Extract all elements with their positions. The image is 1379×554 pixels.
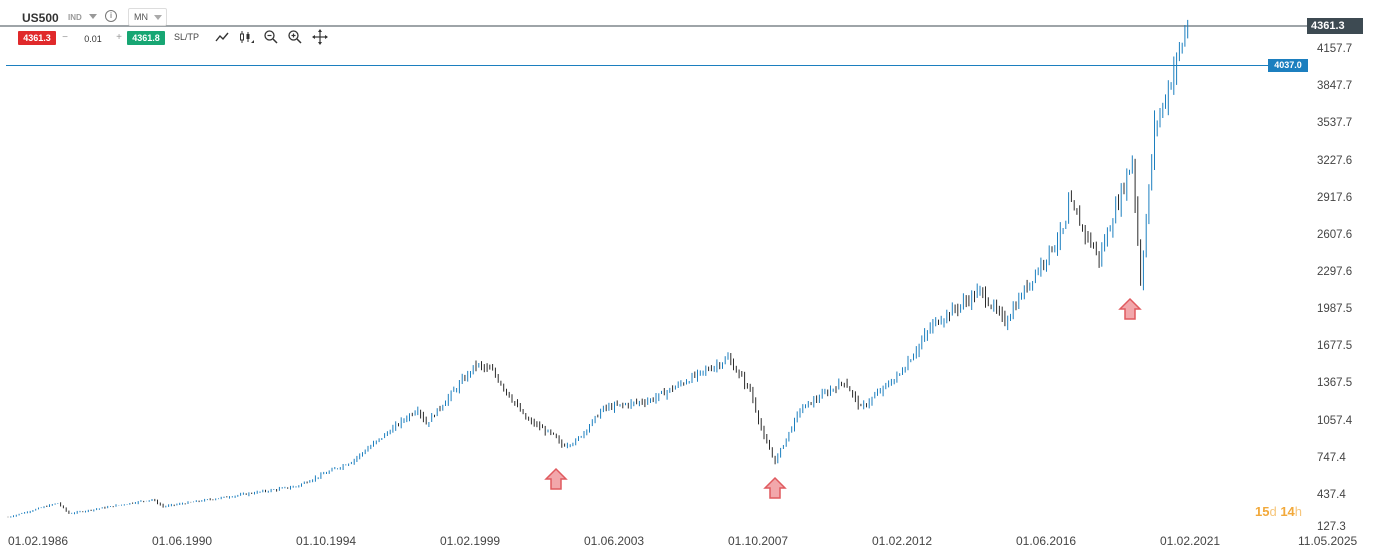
- time-axis-label: 01.06.2003: [584, 534, 645, 548]
- countdown-hours: 14: [1280, 504, 1295, 519]
- price-axis-label: 1367.5: [1317, 377, 1353, 389]
- time-axis-label: 01.10.1994: [296, 534, 357, 548]
- price-axis-label: 437.4: [1317, 489, 1346, 501]
- price-axis-label: 747.4: [1317, 452, 1346, 464]
- annotation-arrows: [544, 297, 1142, 499]
- price-axis-label: 3847.7: [1317, 80, 1353, 92]
- candlestick-icon[interactable]: [238, 29, 254, 45]
- sltp-button[interactable]: SL/TP: [174, 32, 200, 42]
- price-axis-label: 2297.6: [1317, 266, 1353, 278]
- time-axis-label: 01.02.1999: [440, 534, 501, 548]
- price-axis-label: 1057.4: [1317, 415, 1353, 427]
- time-axis-label: 01.02.2021: [1160, 534, 1221, 548]
- crosshair-icon[interactable]: [312, 29, 328, 45]
- quantity-increase-button[interactable]: +: [116, 32, 122, 43]
- time-axis-label: 01.02.2012: [872, 534, 933, 548]
- price-axis-label: 2917.6: [1317, 192, 1353, 204]
- symbol-chevron-down-icon[interactable]: [89, 14, 97, 19]
- timeframe-value: MN: [134, 12, 148, 22]
- buy-button[interactable]: 4361.8: [127, 31, 165, 45]
- chevron-down-icon: [154, 15, 162, 20]
- quantity-input[interactable]: [72, 31, 114, 47]
- price-axis-label: 1677.5: [1317, 340, 1353, 352]
- candle-countdown: 15d 14h: [1255, 504, 1302, 519]
- countdown-days: 15: [1255, 504, 1270, 519]
- last-price-tag: 4361.3: [1307, 18, 1363, 34]
- timeframe-select[interactable]: MN: [128, 8, 167, 26]
- time-axis-label: 01.02.1986: [8, 534, 69, 548]
- zoom-in-icon[interactable]: [287, 29, 303, 45]
- price-axis-label: 127.3: [1317, 521, 1346, 533]
- up-arrow-icon[interactable]: [544, 467, 568, 490]
- symbol-label[interactable]: US500: [22, 11, 59, 25]
- quantity-decrease-button[interactable]: −: [62, 32, 68, 43]
- info-icon[interactable]: i: [105, 10, 117, 22]
- time-axis-label: 01.06.1990: [152, 534, 213, 548]
- time-axis-label: 01.06.2016: [1016, 534, 1077, 548]
- time-axis-label: 11.05.2025: [1298, 534, 1358, 548]
- up-arrow-icon[interactable]: [1118, 297, 1142, 320]
- candles: [7, 19, 1189, 518]
- price-axis-label: 2607.6: [1317, 229, 1353, 241]
- line-chart-icon[interactable]: [214, 29, 230, 45]
- horizontal-level-tag[interactable]: 4037.0: [1268, 59, 1308, 72]
- time-axis-label: 01.10.2007: [728, 534, 789, 548]
- countdown-hour-unit: h: [1294, 504, 1303, 519]
- sell-button[interactable]: 4361.3: [18, 31, 56, 45]
- countdown-day-unit: d: [1269, 504, 1277, 519]
- price-axis-label: 4157.7: [1317, 43, 1353, 55]
- up-arrow-icon[interactable]: [763, 476, 787, 499]
- instrument-type-badge: IND: [68, 13, 82, 22]
- price-axis-label: 3227.6: [1317, 155, 1353, 167]
- instrument-header: US500 IND i MN: [0, 0, 340, 30]
- price-axis-label: 1987.5: [1317, 303, 1353, 315]
- zoom-out-icon[interactable]: [263, 29, 279, 45]
- price-axis-label: 3537.7: [1317, 117, 1353, 129]
